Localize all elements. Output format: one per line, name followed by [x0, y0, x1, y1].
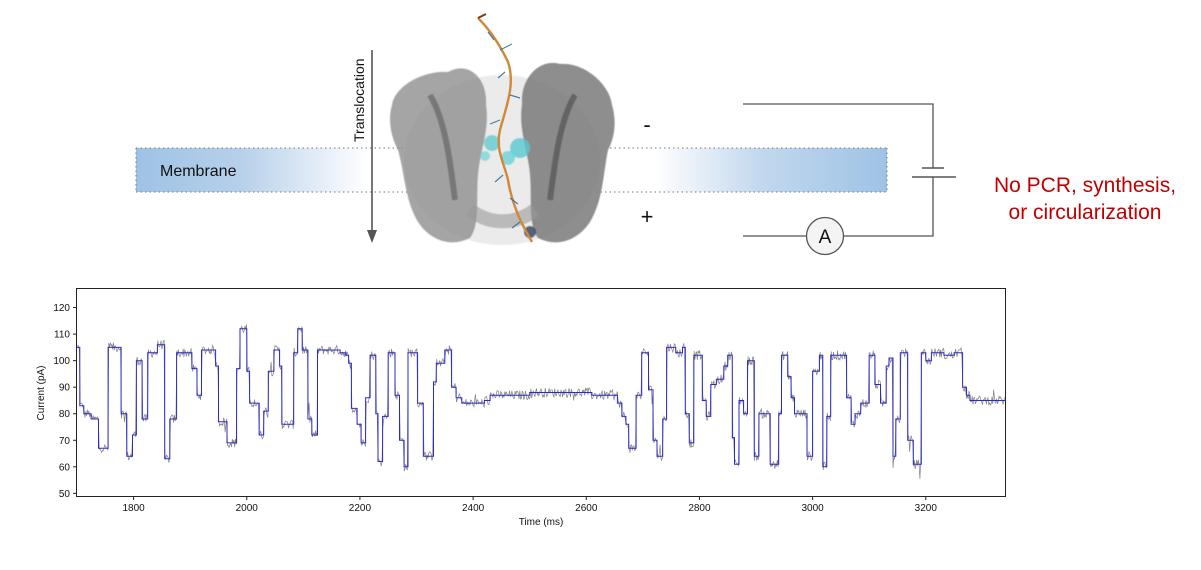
pore-left-lobe: [390, 68, 487, 243]
current-trace-chart: 50 60 70 80 90 100 110 120 1800 2000 2200 2400 2600…: [36, 288, 1006, 528]
x-tick-label: 2200: [349, 503, 372, 514]
nanopore-diagram: Membrane Translocation: [135, 13, 956, 256]
circuit: [743, 103, 956, 237]
x-tick-label: 1800: [122, 503, 145, 514]
note-line-1: No PCR, synthesis,: [993, 174, 1177, 197]
translocation-arrow: Translocation: [351, 50, 377, 243]
ammeter-icon: A: [805, 216, 845, 256]
membrane-label: Membrane: [160, 163, 237, 180]
membrane: Membrane: [135, 147, 888, 193]
y-tick-label: 110: [54, 330, 70, 341]
x-tick-label: 2400: [462, 503, 485, 514]
protein-pore-illustration: [390, 62, 615, 245]
x-tick-label: 3200: [915, 503, 938, 514]
minus-sign: -: [643, 112, 650, 137]
x-tick-label: 2800: [688, 503, 711, 514]
y-tick-label: 50: [59, 489, 71, 500]
ammeter-label: A: [819, 227, 832, 248]
plus-sign: +: [641, 204, 654, 229]
x-axis-ticks: 1800 2000 2200 2400 2600 2800 3000 3200: [122, 496, 937, 514]
step-fit-line: [77, 328, 1005, 468]
x-tick-label: 2000: [236, 503, 259, 514]
raw-signal-line: [76, 324, 1006, 479]
note-line-2: or circularization: [1008, 201, 1162, 224]
series-layer: [76, 324, 1006, 479]
translocation-label: Translocation: [351, 58, 367, 142]
y-tick-label: 70: [59, 436, 71, 447]
y-tick-label: 80: [59, 409, 71, 420]
x-tick-label: 2600: [575, 503, 598, 514]
pore-right-lobe: [521, 62, 615, 243]
membrane-right-band: [655, 148, 887, 192]
arrow-head-icon: [367, 230, 377, 243]
x-axis-label: Time (ms): [519, 517, 564, 528]
y-axis-ticks: 50 60 70 80 90 100 110 120: [53, 303, 77, 500]
y-tick-label: 100: [53, 356, 70, 367]
y-tick-label: 90: [59, 383, 71, 394]
y-tick-label: 120: [53, 303, 70, 314]
y-tick-label: 60: [59, 462, 71, 473]
x-tick-label: 3000: [801, 503, 824, 514]
dna-strand: [477, 13, 534, 243]
membrane-left-band: [136, 148, 368, 192]
y-axis-label: Current (pA): [36, 365, 47, 420]
plot-frame: [76, 288, 1006, 497]
